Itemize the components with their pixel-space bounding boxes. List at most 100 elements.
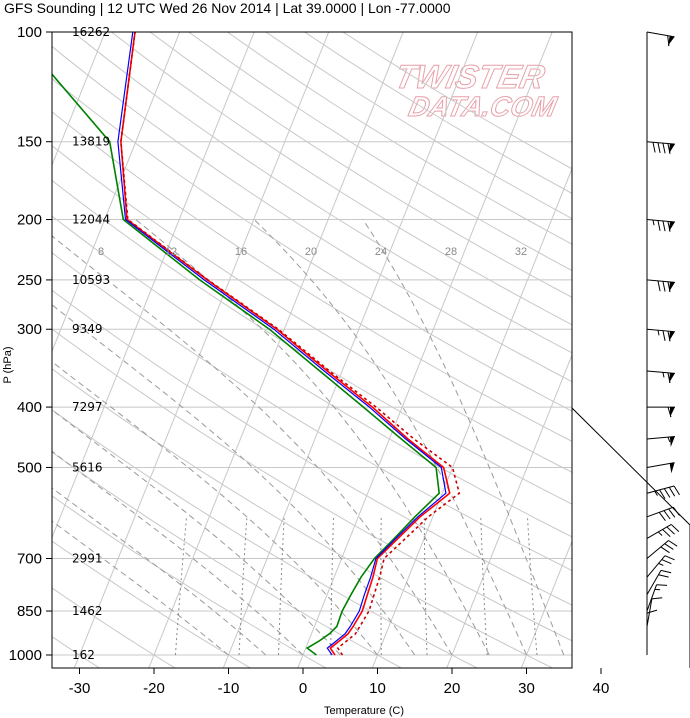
- height-label: 12044: [72, 213, 110, 227]
- watermark-line1: TWISTER: [392, 59, 548, 96]
- wind-barb-flag: [651, 597, 663, 600]
- temperature-tick-label: 30: [518, 680, 535, 697]
- isotherm-line: [73, 32, 330, 668]
- wind-barb-half-flag: [652, 219, 655, 226]
- series-parcel-line: [117, 32, 447, 656]
- dry-adiabat: [52, 78, 572, 412]
- wind-barb: [646, 31, 675, 47]
- wind-barb-flag: [661, 559, 672, 565]
- dry-adiabat: [342, 32, 572, 170]
- wind-barb-flag: [667, 221, 671, 232]
- mixing-ratio-line: [330, 516, 334, 656]
- wind-barb: [647, 406, 675, 418]
- pressure-tick-label: 100: [17, 24, 42, 41]
- pressure-tick-label: 300: [17, 321, 42, 338]
- wind-barb-shaft: [646, 555, 666, 578]
- mixing-ratio-label: 20: [305, 246, 317, 258]
- wind-barb-flag: [672, 506, 680, 516]
- y-axis-label: P (hPa): [2, 346, 14, 383]
- dry-adiabat: [52, 540, 251, 668]
- wind-barb-half-flag: [657, 531, 663, 536]
- dry-adiabat: [52, 145, 572, 473]
- height-label: 9349: [72, 322, 103, 336]
- dry-adiabat: [52, 111, 572, 442]
- wind-barb-flag: [658, 574, 669, 578]
- series-dewpoint-line: [52, 73, 441, 656]
- dry-adiabat: [52, 495, 327, 668]
- moist-adiabat: [52, 304, 416, 656]
- temperature-tick-label: 10: [369, 680, 386, 697]
- mixing-ratio-line: [527, 516, 538, 656]
- isotherm-line: [52, 32, 255, 539]
- dry-adiabat: [52, 587, 176, 668]
- dry-adiabat: [52, 451, 403, 668]
- wind-barb: [646, 609, 658, 642]
- mixing-ratio-label: 28: [445, 246, 457, 258]
- wind-barb-flag: [652, 142, 656, 153]
- pressure-tick-label: 700: [17, 550, 42, 567]
- wind-barb-shaft: [646, 328, 675, 333]
- wind-barb-flag: [663, 510, 671, 520]
- wind-barb-pennant: [669, 331, 675, 342]
- pressure-tick-label: 500: [17, 459, 42, 476]
- moist-adiabat: [135, 219, 490, 656]
- moist-adiabat: [52, 520, 229, 656]
- isotherm-line: [670, 18, 690, 668]
- wind-barb-pennant: [669, 372, 675, 383]
- pressure-tick-label: 1000: [9, 647, 42, 664]
- wind-barb-half-flag: [657, 330, 660, 336]
- pressure-tick-label: 150: [17, 134, 42, 151]
- temperature-tick-label: -20: [143, 680, 165, 697]
- wind-barb-flag: [660, 569, 672, 574]
- mixing-ratio-line: [238, 516, 248, 656]
- wind-barb-flag: [660, 546, 670, 554]
- isotherm-line: [446, 353, 572, 668]
- wind-barb: [646, 524, 680, 539]
- wind-barb-flag: [667, 330, 671, 342]
- height-label: 16262: [72, 25, 110, 39]
- wind-barb-shaft: [646, 219, 675, 223]
- x-axis-label: Temperature (C): [324, 705, 404, 717]
- pressure-tick-label: 400: [17, 399, 42, 416]
- wind-barb-shaft: [646, 506, 674, 518]
- wind-barb: [646, 584, 668, 612]
- pressure-tick-label: 850: [17, 603, 42, 620]
- chart-title: GFS Sounding | 12 UTC Wed 26 Nov 2014 | …: [4, 0, 451, 16]
- dry-adiabat: [52, 636, 100, 668]
- mixing-ratio-line: [380, 516, 382, 656]
- dry-adiabat: [52, 252, 572, 572]
- dry-adiabat: [72, 32, 572, 354]
- wind-barb-flag: [662, 142, 666, 154]
- dry-adiabat: [52, 328, 572, 642]
- wind-barb-flag: [663, 488, 671, 498]
- wind-barb-shaft: [646, 524, 672, 539]
- wind-barb-shaft: [646, 370, 675, 374]
- wind-barb-flag: [664, 543, 674, 550]
- moist-adiabat: [253, 219, 527, 656]
- wind-panel-frame: [571, 32, 690, 668]
- wind-barb-flag: [668, 487, 676, 497]
- temperature-tick-label: -30: [69, 680, 91, 697]
- wind-barb-flag: [664, 555, 675, 561]
- wind-barb-flag: [658, 512, 666, 522]
- moist-adiabat: [52, 409, 341, 656]
- series-virtual-line: [120, 32, 461, 656]
- mixing-ratio-label: 32: [515, 246, 527, 258]
- height-label: 10593: [72, 273, 110, 287]
- wind-barb-shaft: [646, 31, 675, 38]
- wind-barb-pennant: [669, 436, 675, 447]
- wind-barb-shaft: [646, 141, 675, 145]
- wind-barb-flag: [666, 526, 675, 535]
- temperature-tick-label: -10: [218, 680, 240, 697]
- wind-barb-flag: [668, 540, 678, 547]
- dry-adiabat: [149, 32, 572, 298]
- wind-barb-flag: [662, 220, 666, 232]
- wind-barb: [646, 328, 675, 342]
- wind-barb: [646, 555, 675, 578]
- isotherm-line: [596, 18, 690, 668]
- wind-barb-pennant: [669, 143, 675, 154]
- wind-barb-shaft: [646, 462, 675, 468]
- wind-barb: [646, 370, 675, 384]
- plot-area: [52, 18, 690, 668]
- watermark: TWISTER DATA.COM: [391, 59, 561, 123]
